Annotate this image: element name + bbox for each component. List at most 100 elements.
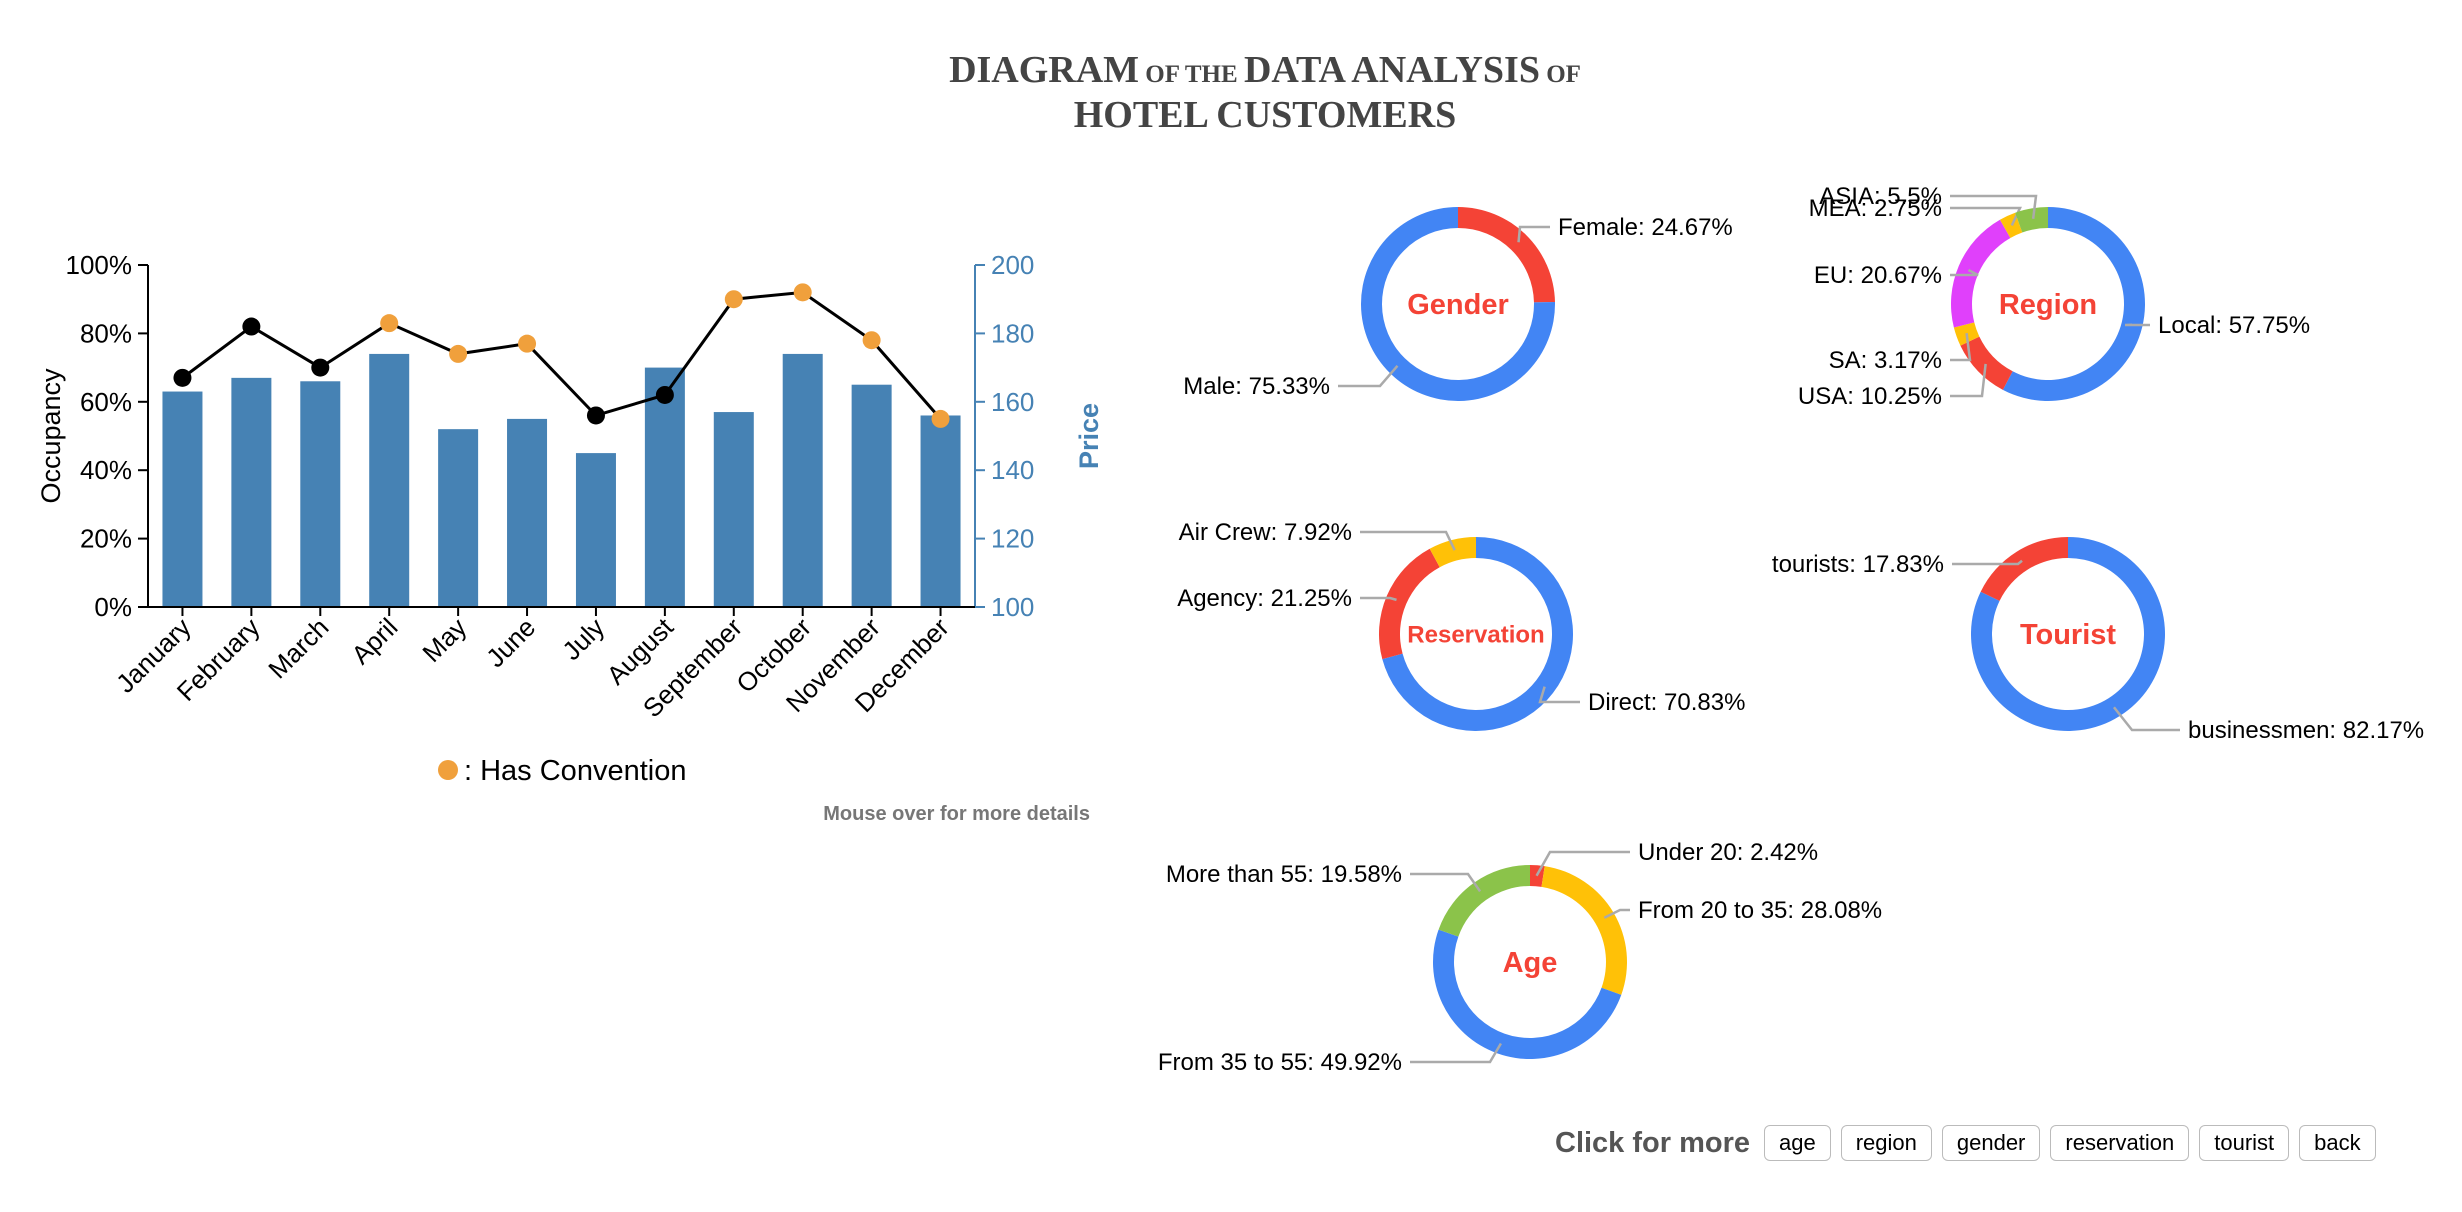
occupancy-bar <box>369 353 410 607</box>
left-tick-label: 100% <box>66 250 133 280</box>
left-tick-label: 80% <box>80 318 132 348</box>
month-label: April <box>345 612 403 670</box>
price-point-convention <box>380 314 399 333</box>
price-point-convention <box>931 409 950 428</box>
price-point-convention <box>862 331 881 350</box>
leader-line <box>1950 268 1979 277</box>
title-part: HOTEL CUSTOMERS <box>1073 93 1457 136</box>
left-tick-label: 0% <box>94 592 132 622</box>
slice-label: SA: 3.17% <box>1829 347 1942 374</box>
slice-label: businessmen: 82.17% <box>2188 717 2424 744</box>
legend-label: : Has Convention <box>464 755 686 787</box>
controls-bar: Click for more age region gender reservatio… <box>1555 1125 2376 1161</box>
left-tick-label: 20% <box>80 524 132 554</box>
controls-label: Click for more <box>1555 1126 1750 1159</box>
title-part: DIAGRAM <box>949 49 1140 91</box>
donut-center-title: Gender <box>1407 289 1509 321</box>
title-line-1: DIAGRAM OF THE DATA ANALYSIS OF <box>0 48 2462 93</box>
leader-line <box>1950 363 1987 398</box>
donut-slice <box>1999 212 2023 238</box>
region-button[interactable]: region <box>1840 1125 1932 1161</box>
right-axis-title: Price <box>1074 403 1104 469</box>
right-tick-label: 160 <box>991 387 1034 417</box>
left-tick-label: 40% <box>80 455 132 485</box>
slice-label: ASIA: 5.5% <box>1819 183 1942 210</box>
occupancy-bar <box>713 412 754 607</box>
slice-label: Male: 75.33% <box>1183 373 1330 400</box>
title-part: OF THE <box>1139 61 1244 88</box>
leader-line <box>1517 225 1550 243</box>
occupancy-bar <box>575 453 616 607</box>
leader-line <box>1535 850 1630 877</box>
donut-slice <box>1432 929 1622 1060</box>
donut-slice <box>1980 537 2068 601</box>
donut-center-title: Tourist <box>2020 619 2116 651</box>
slice-label: EU: 20.67% <box>1814 262 1942 289</box>
slice-label: Agency: 21.25% <box>1177 585 1352 612</box>
right-tick-label: 120 <box>991 524 1034 554</box>
hover-hint: Mouse over for more details <box>823 803 1090 825</box>
slice-label: More than 55: 19.58% <box>1166 861 1402 888</box>
donut-center-title: Age <box>1503 947 1558 979</box>
donut-age: Under 20: 2.42% From 20 to 35: 28.08% From… <box>1158 839 1882 1076</box>
donut-slice <box>1429 537 1476 568</box>
price-point <box>173 368 192 387</box>
occupancy-bar <box>782 353 823 607</box>
leader-line <box>1360 530 1456 551</box>
leader-line <box>1360 596 1397 602</box>
occupancy-bar <box>851 384 892 607</box>
donut-slice <box>2002 207 2145 401</box>
slice-label: MEA: 2.75% <box>1809 195 1942 222</box>
leader-line <box>1952 559 2023 566</box>
donut-slice <box>1458 207 1555 303</box>
occupancy-bar <box>507 418 548 607</box>
donut-slice <box>1541 866 1627 995</box>
month-label: June <box>480 612 541 673</box>
leader-line <box>1538 686 1580 704</box>
leader-line <box>1950 333 1972 362</box>
donut-slice <box>1960 336 2013 390</box>
right-tick-label: 100 <box>991 592 1034 622</box>
slice-label: Under 20: 2.42% <box>1638 839 1818 866</box>
donut-slice <box>2015 207 2048 233</box>
price-point <box>242 317 261 336</box>
leader-line <box>1603 908 1630 919</box>
leader-line <box>1338 364 1399 388</box>
title-line-2: HOTEL CUSTOMERS <box>0 93 2462 138</box>
occupancy-bar <box>644 367 685 607</box>
leader-line <box>1950 206 2022 226</box>
reservation-button[interactable]: reservation <box>2050 1125 2190 1161</box>
donut-slice <box>1379 548 1440 660</box>
slice-label: From 20 to 35: 28.08% <box>1638 897 1882 924</box>
price-point-convention <box>518 334 537 353</box>
legend-convention-dot <box>438 760 458 780</box>
price-point-convention <box>449 344 468 363</box>
leader-line <box>2112 706 2180 732</box>
donut-region: Local: 57.75% USA: 10.25% SA: 3.17% EU: 20.… <box>1798 183 2310 410</box>
occupancy-bar <box>300 381 341 607</box>
month-label: May <box>416 612 472 668</box>
month-label: March <box>262 612 334 684</box>
donut-tourist: businessmen: 82.17% tourists: 17.83% Touri… <box>1772 537 2424 744</box>
back-button[interactable]: back <box>2299 1125 2376 1161</box>
occupancy-bar <box>920 415 961 607</box>
price-point-convention <box>793 283 812 302</box>
title-part: DATA ANALYSIS <box>1243 49 1540 91</box>
donut-gender: Female: 24.67% Male: 75.33% Gender <box>1183 207 1733 401</box>
right-tick-label: 180 <box>991 318 1034 348</box>
left-tick-label: 60% <box>80 387 132 417</box>
slice-label: USA: 10.25% <box>1798 383 1942 410</box>
donut-slice <box>1438 865 1530 937</box>
gender-button[interactable]: gender <box>1941 1125 2041 1161</box>
donut-center-title: Region <box>1999 289 2097 321</box>
price-point <box>311 358 330 377</box>
leader-line <box>1950 194 2038 219</box>
tourist-button[interactable]: tourist <box>2199 1125 2290 1161</box>
price-point <box>655 385 674 404</box>
title-part: OF <box>1539 61 1581 88</box>
price-point <box>586 406 605 425</box>
slice-label: tourists: 17.83% <box>1772 551 1944 578</box>
leader-line <box>1410 872 1482 893</box>
month-label: July <box>556 612 610 666</box>
age-button[interactable]: age <box>1764 1125 1831 1161</box>
